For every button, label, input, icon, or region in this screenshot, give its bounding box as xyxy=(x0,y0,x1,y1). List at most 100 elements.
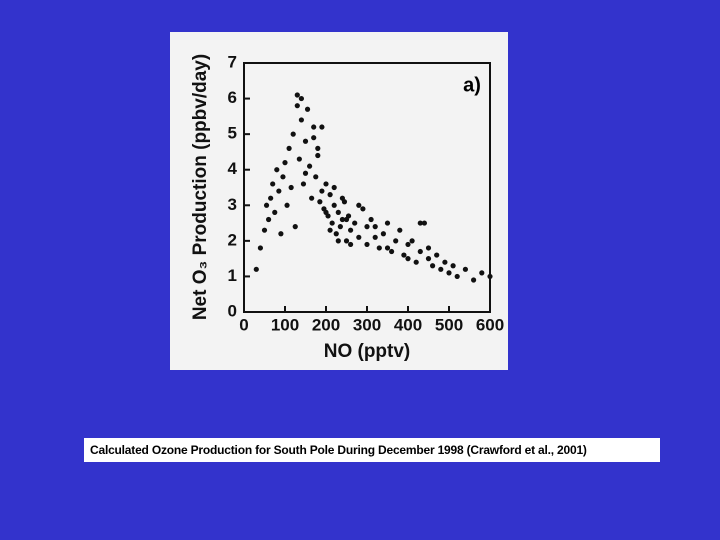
point xyxy=(360,206,366,212)
point xyxy=(384,220,391,226)
point xyxy=(266,216,272,223)
point xyxy=(257,245,263,251)
point xyxy=(364,241,370,248)
point xyxy=(327,192,333,198)
point xyxy=(376,245,382,251)
point xyxy=(276,188,282,194)
point xyxy=(286,145,292,151)
y-tick-label: 4 xyxy=(228,159,238,178)
point xyxy=(471,277,477,283)
point xyxy=(304,106,311,112)
y-tick-label: 6 xyxy=(228,88,237,107)
point xyxy=(372,224,378,230)
point xyxy=(339,216,345,223)
x-tick-label: 400 xyxy=(394,315,422,334)
point xyxy=(425,245,432,251)
point xyxy=(302,170,309,176)
point xyxy=(282,160,288,166)
point xyxy=(417,248,423,255)
point xyxy=(278,231,284,237)
point xyxy=(487,273,493,280)
point xyxy=(309,195,315,201)
point xyxy=(294,103,300,109)
point xyxy=(329,220,335,226)
point xyxy=(339,195,345,201)
point xyxy=(389,248,395,255)
point xyxy=(446,270,452,276)
point xyxy=(421,220,427,226)
x-tick-label: 300 xyxy=(353,315,381,334)
point xyxy=(343,216,350,223)
point xyxy=(294,92,300,98)
point xyxy=(401,252,407,258)
point xyxy=(434,252,440,258)
point xyxy=(323,181,329,187)
point xyxy=(274,167,280,173)
x-tick-label: 0 xyxy=(239,315,248,334)
x-tick-label: 100 xyxy=(271,315,299,334)
point xyxy=(356,202,362,208)
point xyxy=(337,224,343,230)
point xyxy=(323,209,329,215)
x-tick-label: 600 xyxy=(476,315,504,334)
point xyxy=(292,224,298,230)
point xyxy=(372,234,378,240)
y-tick-label: 2 xyxy=(228,230,237,249)
point xyxy=(268,195,274,201)
point xyxy=(348,241,354,248)
point xyxy=(272,209,278,215)
x-tick-label: 500 xyxy=(435,315,463,334)
point xyxy=(368,216,374,223)
point xyxy=(280,174,286,180)
point xyxy=(417,220,423,226)
point xyxy=(397,227,403,233)
y-tick-label: 3 xyxy=(228,195,237,214)
point xyxy=(393,238,399,244)
point xyxy=(331,202,337,208)
point xyxy=(333,231,339,237)
point xyxy=(405,241,411,248)
point xyxy=(409,238,415,244)
point xyxy=(438,266,444,272)
y-tick-label: 5 xyxy=(228,124,237,143)
point xyxy=(413,259,419,265)
x-axis-label: NO (pptv) xyxy=(324,341,411,362)
point xyxy=(352,220,358,226)
point xyxy=(405,256,411,262)
point xyxy=(331,184,337,191)
point xyxy=(462,266,468,272)
y-tick-label: 1 xyxy=(228,266,237,285)
point xyxy=(311,124,317,130)
point xyxy=(313,174,319,180)
point xyxy=(442,259,448,265)
point xyxy=(284,202,290,208)
point xyxy=(430,263,436,269)
x-tick-label: 200 xyxy=(312,315,340,334)
point xyxy=(450,263,456,269)
point xyxy=(315,152,321,159)
point xyxy=(335,209,341,215)
point xyxy=(319,124,325,130)
point xyxy=(263,202,270,208)
point xyxy=(315,145,321,151)
point xyxy=(380,231,386,237)
point xyxy=(261,227,268,233)
point xyxy=(425,256,432,262)
point xyxy=(253,266,259,272)
point xyxy=(298,117,304,123)
point xyxy=(290,131,296,137)
point xyxy=(479,270,485,276)
point xyxy=(311,135,317,141)
point xyxy=(298,95,304,102)
point xyxy=(384,245,391,251)
point xyxy=(327,227,333,233)
point xyxy=(454,273,460,280)
point xyxy=(317,199,323,205)
point xyxy=(348,227,354,233)
y-axis-label: Net O₃ Production (ppbv/day) xyxy=(190,54,211,320)
point xyxy=(364,224,370,230)
point xyxy=(302,138,309,144)
point xyxy=(288,184,294,191)
